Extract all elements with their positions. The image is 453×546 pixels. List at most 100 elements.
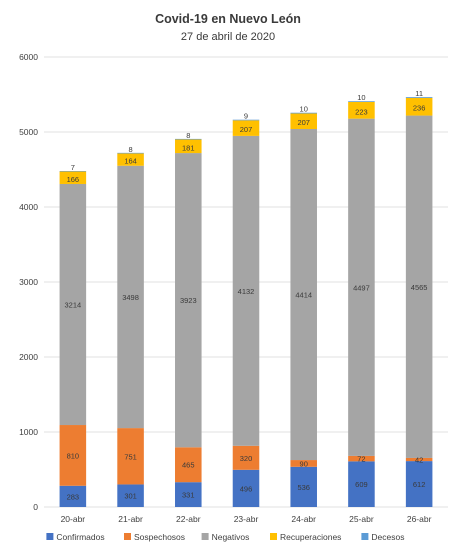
data-label-confirmados: 283	[67, 492, 80, 501]
data-label-recuperaciones: 166	[67, 175, 80, 184]
bar-sospechosos-25-abr	[348, 455, 375, 462]
data-label-negativos: 4414	[295, 291, 312, 300]
data-label-sospechosos: 465	[182, 461, 195, 470]
data-label-decesos: 10	[300, 105, 308, 114]
bar-confirmados-22-abr	[175, 482, 202, 507]
data-label-negativos: 3498	[122, 293, 139, 302]
y-tick-label: 0	[33, 502, 38, 512]
bar-decesos-25-abr	[348, 101, 375, 102]
x-tick-label: 24-abr	[291, 514, 316, 524]
data-labels: 2838103214166730175134981648331465392318…	[65, 89, 428, 501]
bar-recuperaciones-21-abr	[117, 153, 144, 166]
data-label-negativos: 3923	[180, 296, 197, 305]
x-tick-label: 22-abr	[176, 514, 201, 524]
y-tick-label: 3000	[19, 277, 38, 287]
legend-swatch-confirmados	[46, 533, 54, 540]
data-label-recuperaciones: 164	[124, 157, 137, 166]
x-axis-ticks: 20-abr 21-abr 22-abr 23-abr 24-abr 25-abr 26-a…	[61, 514, 432, 524]
data-label-recuperaciones: 207	[240, 125, 253, 134]
x-tick-label: 21-abr	[118, 514, 143, 524]
data-label-decesos: 7	[71, 163, 75, 172]
y-tick-label: 2000	[19, 352, 38, 362]
data-label-confirmados: 331	[182, 491, 195, 500]
bar-negativos-26-abr	[405, 115, 433, 458]
legend-label-recuperaciones: Recuperaciones	[280, 532, 341, 542]
y-tick-label: 1000	[19, 427, 38, 437]
data-label-sospechosos: 751	[124, 452, 137, 461]
bar-recuperaciones-20-abr	[59, 171, 87, 184]
x-tick-label: 25-abr	[349, 514, 374, 524]
y-tick-label: 6000	[19, 52, 38, 62]
legend-swatch-recuperaciones	[270, 533, 277, 540]
data-label-confirmados: 612	[413, 480, 426, 489]
data-label-negativos: 4565	[411, 283, 428, 292]
bar-sospechosos-24-abr	[290, 460, 317, 467]
x-tick-label: 20-abr	[61, 514, 86, 524]
bar-negativos-22-abr	[175, 153, 202, 448]
data-label-sospechosos: 72	[357, 455, 365, 464]
legend-label-sospechosos: Sospechosos	[134, 532, 185, 542]
legend-swatch-sospechosos	[124, 533, 131, 540]
data-label-negativos: 4132	[238, 287, 255, 296]
data-label-confirmados: 536	[297, 483, 310, 492]
legend-label-confirmados: Confirmados	[56, 532, 104, 542]
y-axis-ticks: 0 1000 2000 3000 4000 5000 6000	[19, 52, 38, 512]
data-label-recuperaciones: 181	[182, 143, 195, 152]
bar-confirmados-21-abr	[117, 484, 144, 507]
bar-sospechosos-22-abr	[175, 447, 202, 483]
legend-swatch-negativos	[201, 533, 209, 540]
data-label-sospechosos: 320	[240, 454, 253, 463]
legend-label-decesos: Decesos	[371, 532, 404, 542]
chart-title: Covid-19 en Nuevo León	[155, 12, 301, 26]
bar-recuperaciones-26-abr	[405, 97, 433, 116]
data-label-sospechosos: 810	[67, 451, 80, 460]
data-label-decesos: 11	[415, 89, 423, 98]
data-label-decesos: 8	[186, 131, 190, 140]
data-label-decesos: 8	[128, 145, 132, 154]
bar-decesos-26-abr	[405, 97, 433, 98]
chart-subtitle: 27 de abril de 2020	[181, 31, 275, 43]
bar-sospechosos-20-abr	[59, 425, 87, 486]
data-label-recuperaciones: 236	[413, 104, 426, 113]
data-label-decesos: 10	[357, 93, 365, 102]
bar-recuperaciones-22-abr	[175, 139, 202, 154]
data-label-confirmados: 609	[355, 480, 368, 489]
bar-decesos-21-abr	[117, 152, 144, 154]
bar-confirmados-23-abr	[232, 469, 260, 507]
x-tick-label: 23-abr	[234, 514, 259, 524]
bar-sospechosos-21-abr	[117, 428, 144, 485]
data-label-recuperaciones: 207	[297, 118, 310, 127]
data-label-confirmados: 301	[124, 492, 137, 501]
data-label-sospechosos: 42	[415, 456, 423, 465]
bar-decesos-20-abr	[59, 171, 87, 172]
bar-decesos-22-abr	[175, 138, 202, 140]
y-tick-label: 5000	[19, 127, 38, 137]
x-tick-label: 26-abr	[407, 514, 432, 524]
bars	[59, 97, 433, 507]
bar-confirmados-26-abr	[405, 461, 433, 507]
legend: Confirmados Sospechosos Negativos Recuperac…	[46, 532, 404, 542]
bar-confirmados-24-abr	[290, 466, 317, 507]
data-label-negativos: 4497	[353, 283, 370, 292]
legend-swatch-decesos	[361, 533, 369, 540]
bar-negativos-20-abr	[59, 183, 87, 426]
y-tick-label: 4000	[19, 202, 38, 212]
data-label-recuperaciones: 223	[355, 107, 368, 116]
bar-recuperaciones-24-abr	[290, 113, 317, 129]
data-label-decesos: 9	[244, 112, 248, 121]
bar-sospechosos-23-abr	[232, 445, 260, 470]
bar-sospechosos-26-abr	[405, 457, 433, 462]
bar-confirmados-20-abr	[59, 485, 87, 507]
bar-decesos-24-abr	[290, 112, 317, 114]
data-label-confirmados: 496	[240, 484, 253, 493]
bar-negativos-25-abr	[348, 118, 375, 456]
bar-negativos-23-abr	[232, 135, 260, 446]
data-label-sospechosos: 90	[300, 459, 308, 468]
data-label-negativos: 3214	[65, 301, 82, 310]
bar-negativos-21-abr	[117, 165, 144, 429]
bar-confirmados-25-abr	[348, 461, 375, 507]
bar-recuperaciones-25-abr	[348, 101, 375, 119]
bar-recuperaciones-23-abr	[232, 120, 260, 136]
bar-negativos-24-abr	[290, 129, 317, 461]
